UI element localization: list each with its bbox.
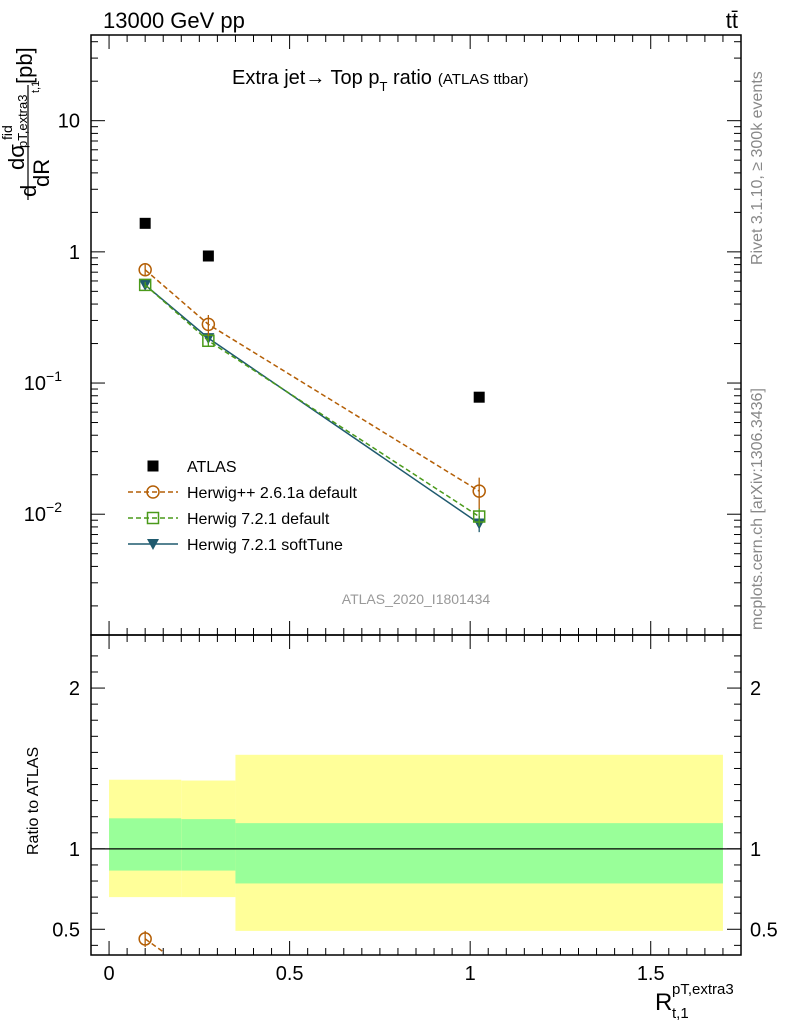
title-arrow: → xyxy=(305,67,325,89)
plot-title: Extra jet→ Top pT ratio (ATLAS ttbar) xyxy=(232,67,529,94)
ylabel-sub: pT,extra3 xyxy=(15,95,30,148)
main-panel-axes: 10 1 10−1 10−2 xyxy=(24,35,741,635)
main-y-axis-label: d dσ fid pT,extra3 t,1 dR [pb] xyxy=(0,47,54,200)
ratio-uncertainty-bands xyxy=(91,754,741,931)
ratio-y-tick-label-right: 2 xyxy=(750,678,761,700)
ratio-band-inner xyxy=(181,819,236,871)
ratio-plot-series xyxy=(138,930,164,953)
legend-entry: Herwig 7.2.1 softTune xyxy=(128,537,343,554)
data-point xyxy=(138,278,152,292)
rivet-version-label: Rivet 3.1.10, ≥ 300k events xyxy=(749,71,766,265)
ylabel-unit: [pb] xyxy=(12,47,37,84)
y-tick-label: 10−2 xyxy=(24,499,62,526)
legend-label: Herwig 7.2.1 default xyxy=(187,511,330,528)
data-point xyxy=(138,263,152,277)
ylabel-fid: fid xyxy=(0,125,15,140)
y-tick-label: 10 xyxy=(58,111,80,133)
legend-entry: ATLAS xyxy=(147,459,237,476)
xlabel-r: R xyxy=(655,989,672,1016)
ratio-y-tick-label: 2 xyxy=(69,678,80,700)
xlabel-superscript: pT,extra3 xyxy=(672,981,734,998)
data-point xyxy=(472,484,486,498)
legend-marker xyxy=(146,511,160,525)
series-filled-square xyxy=(139,217,485,403)
ratio-data-point xyxy=(138,932,152,946)
title-subscript: T xyxy=(379,79,387,94)
title-prefix: Extra jet xyxy=(232,67,306,89)
legend-label: Herwig++ 2.6.1a default xyxy=(187,485,357,502)
series-line xyxy=(144,269,480,492)
main-plot-series xyxy=(138,217,486,533)
analysis-watermark: ATLAS_2020_I1801434 xyxy=(342,591,491,607)
title-suffix: ratio xyxy=(387,67,431,89)
legend-marker xyxy=(147,539,159,550)
legend: ATLAS Herwig++ 2.6.1a default Herwig 7.2.1… xyxy=(128,459,357,554)
x-tick-label: 1.5 xyxy=(637,963,665,985)
series-line xyxy=(144,284,480,518)
series-open-circle xyxy=(138,263,486,509)
legend-label: ATLAS xyxy=(187,459,237,476)
ylabel-subsub: t,1 xyxy=(30,81,42,93)
x-axis-label: R pT,extra3 t,1 xyxy=(655,981,734,1022)
data-point xyxy=(201,317,216,332)
title-mid: Top p xyxy=(325,67,379,89)
data-point xyxy=(139,217,151,229)
mcplots-reference-label: mcplots.cern.ch [arXiv:1306.3436] xyxy=(749,388,766,630)
ratio-y-tick-label: 1 xyxy=(69,839,80,861)
ratio-series-line xyxy=(144,938,164,953)
header-collision-label: 13000 GeV pp xyxy=(103,8,245,33)
x-tick-label: 1 xyxy=(465,963,476,985)
ratio-band-inner xyxy=(109,818,182,871)
ylabel-dsigma: dσ xyxy=(4,144,29,170)
ylabel-dr: dR xyxy=(29,159,54,187)
legend-entry: Herwig++ 2.6.1a default xyxy=(128,485,357,502)
y-tick-label: 10−1 xyxy=(24,368,62,395)
x-tick-label: 0.5 xyxy=(276,963,304,985)
data-point xyxy=(473,391,485,403)
legend-marker xyxy=(147,460,159,472)
ratio-y-tick-label-right: 1 xyxy=(750,839,761,861)
y-tick-label: 1 xyxy=(69,242,80,264)
data-point xyxy=(202,250,214,262)
header-process-label: tt̄ xyxy=(726,8,738,33)
ratio-series xyxy=(138,930,164,953)
ratio-band-inner xyxy=(235,823,723,884)
data-point xyxy=(472,510,486,523)
ratio-panel-axes: 0 0.5 1 1.5 0.5 0.5 1 1 2 2 xyxy=(52,635,778,985)
series-open-square xyxy=(138,278,486,527)
ratio-y-tick-label-right: 0.5 xyxy=(750,919,778,941)
legend-entry: Herwig 7.2.1 default xyxy=(128,511,330,528)
legend-marker xyxy=(146,485,160,499)
ratio-y-tick-label: 0.5 xyxy=(52,919,80,941)
title-tag: (ATLAS ttbar) xyxy=(438,71,529,88)
xlabel-subscript: t,1 xyxy=(672,1005,689,1022)
x-tick-label: 0 xyxy=(103,963,114,985)
legend-label: Herwig 7.2.1 softTune xyxy=(187,537,343,554)
ratio-y-axis-label: Ratio to ATLAS xyxy=(25,747,42,855)
